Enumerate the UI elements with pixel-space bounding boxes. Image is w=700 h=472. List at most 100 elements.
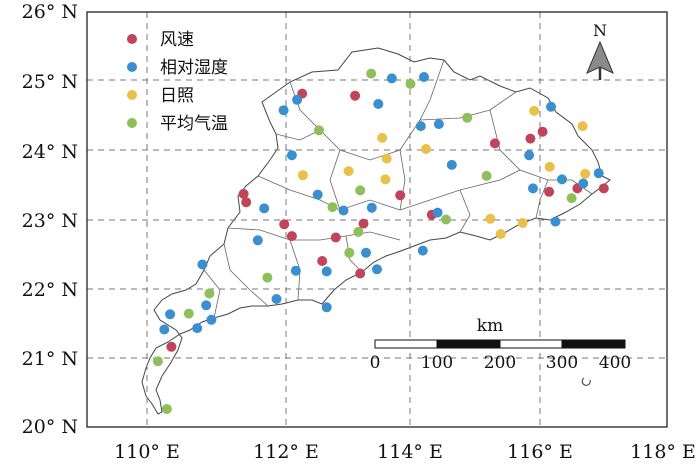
station-point-sunshine <box>544 161 555 172</box>
station-point-temperature <box>353 226 364 237</box>
station-point-sunshine <box>495 229 506 239</box>
station-point-humidity <box>201 300 212 311</box>
legend-marker-wind <box>127 34 137 44</box>
station-point-humidity <box>321 302 332 313</box>
plot-frame <box>86 11 668 428</box>
station-point-sunshine <box>380 174 391 185</box>
station-point-humidity <box>290 265 301 276</box>
station-point-humidity <box>415 121 426 132</box>
station-point-temperature <box>204 288 215 299</box>
station-point-humidity <box>159 324 170 335</box>
station-point-humidity <box>338 205 349 216</box>
station-point-temperature <box>366 68 377 79</box>
y-tick-label: 22° N <box>22 279 78 301</box>
station-point-temperature <box>405 78 416 89</box>
y-axis-labels: 26° N 25° N 24° N 23° N 22° N 21° N 20° … <box>22 1 78 438</box>
station-point-temperature <box>314 125 324 136</box>
scale-bar: km 0 100 200 300 400 <box>370 316 632 373</box>
station-point-sunshine <box>529 105 540 116</box>
station-point-wind <box>286 231 297 242</box>
station-point-wind <box>355 268 366 279</box>
station-point-humidity <box>321 266 332 277</box>
station-point-humidity <box>252 235 263 246</box>
station-point-temperature <box>566 193 577 204</box>
station-point-temperature <box>481 170 492 181</box>
station-point-humidity <box>286 150 297 161</box>
station-point-humidity <box>524 150 535 161</box>
station-point-wind <box>238 188 249 199</box>
y-tick-label: 25° N <box>22 71 78 93</box>
station-point-temperature <box>441 214 451 225</box>
station-point-wind <box>358 218 369 229</box>
station-point-humidity <box>197 259 208 270</box>
station-point-wind <box>317 256 328 266</box>
station-point-wind <box>525 133 536 144</box>
station-point-humidity <box>432 207 443 218</box>
station-point-temperature <box>152 356 163 367</box>
x-tick-label: 110° E <box>114 441 180 463</box>
station-point-wind <box>330 232 341 243</box>
station-point-sunshine <box>421 144 431 154</box>
legend-label-sunshine: 日照 <box>160 86 194 106</box>
station-point-humidity <box>192 323 203 334</box>
station-point-humidity <box>433 119 444 130</box>
station-point-humidity <box>292 94 303 105</box>
station-point-humidity <box>165 309 176 320</box>
station-point-temperature <box>344 247 355 258</box>
station-point-sunshine <box>485 213 496 224</box>
scale-tick: 0 <box>370 353 381 373</box>
station-point-humidity <box>259 203 270 214</box>
station-point-humidity <box>366 202 377 213</box>
legend-marker-temperature <box>127 118 137 128</box>
station-point-humidity <box>550 216 561 227</box>
station-point-humidity <box>419 72 429 82</box>
station-point-humidity <box>373 99 384 109</box>
y-tick-label: 23° N <box>22 210 78 232</box>
legend: 风速 相对湿度 日照 平均气温 <box>127 30 228 134</box>
x-tick-label: 112° E <box>253 441 319 463</box>
station-point-sunshine <box>377 132 388 143</box>
station-point-humidity <box>206 314 217 325</box>
station-point-sunshine <box>381 153 392 164</box>
station-point-humidity <box>557 174 567 185</box>
station-point-humidity <box>546 101 556 112</box>
scale-tick: 100 <box>421 353 453 373</box>
internal-boundaries <box>203 59 593 319</box>
station-point-wind <box>350 90 361 101</box>
station-point-humidity <box>593 168 604 179</box>
province-outline <box>141 47 611 415</box>
y-tick-label: 20° N <box>22 416 78 438</box>
station-point-wind <box>395 190 406 201</box>
station-point-temperature <box>262 272 273 283</box>
scale-tick: 200 <box>484 353 516 373</box>
legend-marker-humidity <box>127 62 137 72</box>
scale-tick: 400 <box>599 353 631 373</box>
station-point-humidity <box>386 73 397 84</box>
legend-marker-sunshine <box>127 90 137 100</box>
station-point-sunshine <box>517 218 528 228</box>
station-point-humidity <box>271 294 282 304</box>
x-axis-labels: 110° E 112° E 114° E 116° E 118° E <box>114 441 696 463</box>
legend-label-wind: 风速 <box>160 30 194 50</box>
station-point-humidity <box>528 183 538 194</box>
station-point-wind <box>166 341 177 352</box>
y-tick-label: 24° N <box>22 141 78 163</box>
station-point-temperature <box>355 185 366 196</box>
station-point-wind <box>544 186 555 197</box>
station-point-wind <box>489 138 500 149</box>
station-point-wind <box>598 183 609 194</box>
legend-label-humidity: 相对湿度 <box>160 58 228 78</box>
x-tick-label: 116° E <box>507 441 573 463</box>
north-label: N <box>593 21 607 40</box>
station-point-humidity <box>372 264 382 275</box>
station-point-sunshine <box>297 170 308 181</box>
station-point-humidity <box>446 159 457 170</box>
legend-label-temperature: 平均气温 <box>160 114 228 134</box>
x-tick-label: 118° E <box>630 441 696 463</box>
station-point-sunshine <box>343 166 354 177</box>
station-point-temperature <box>462 112 473 123</box>
station-point-temperature <box>327 202 338 213</box>
station-point-temperature <box>161 404 172 414</box>
scale-unit: km <box>477 316 503 336</box>
